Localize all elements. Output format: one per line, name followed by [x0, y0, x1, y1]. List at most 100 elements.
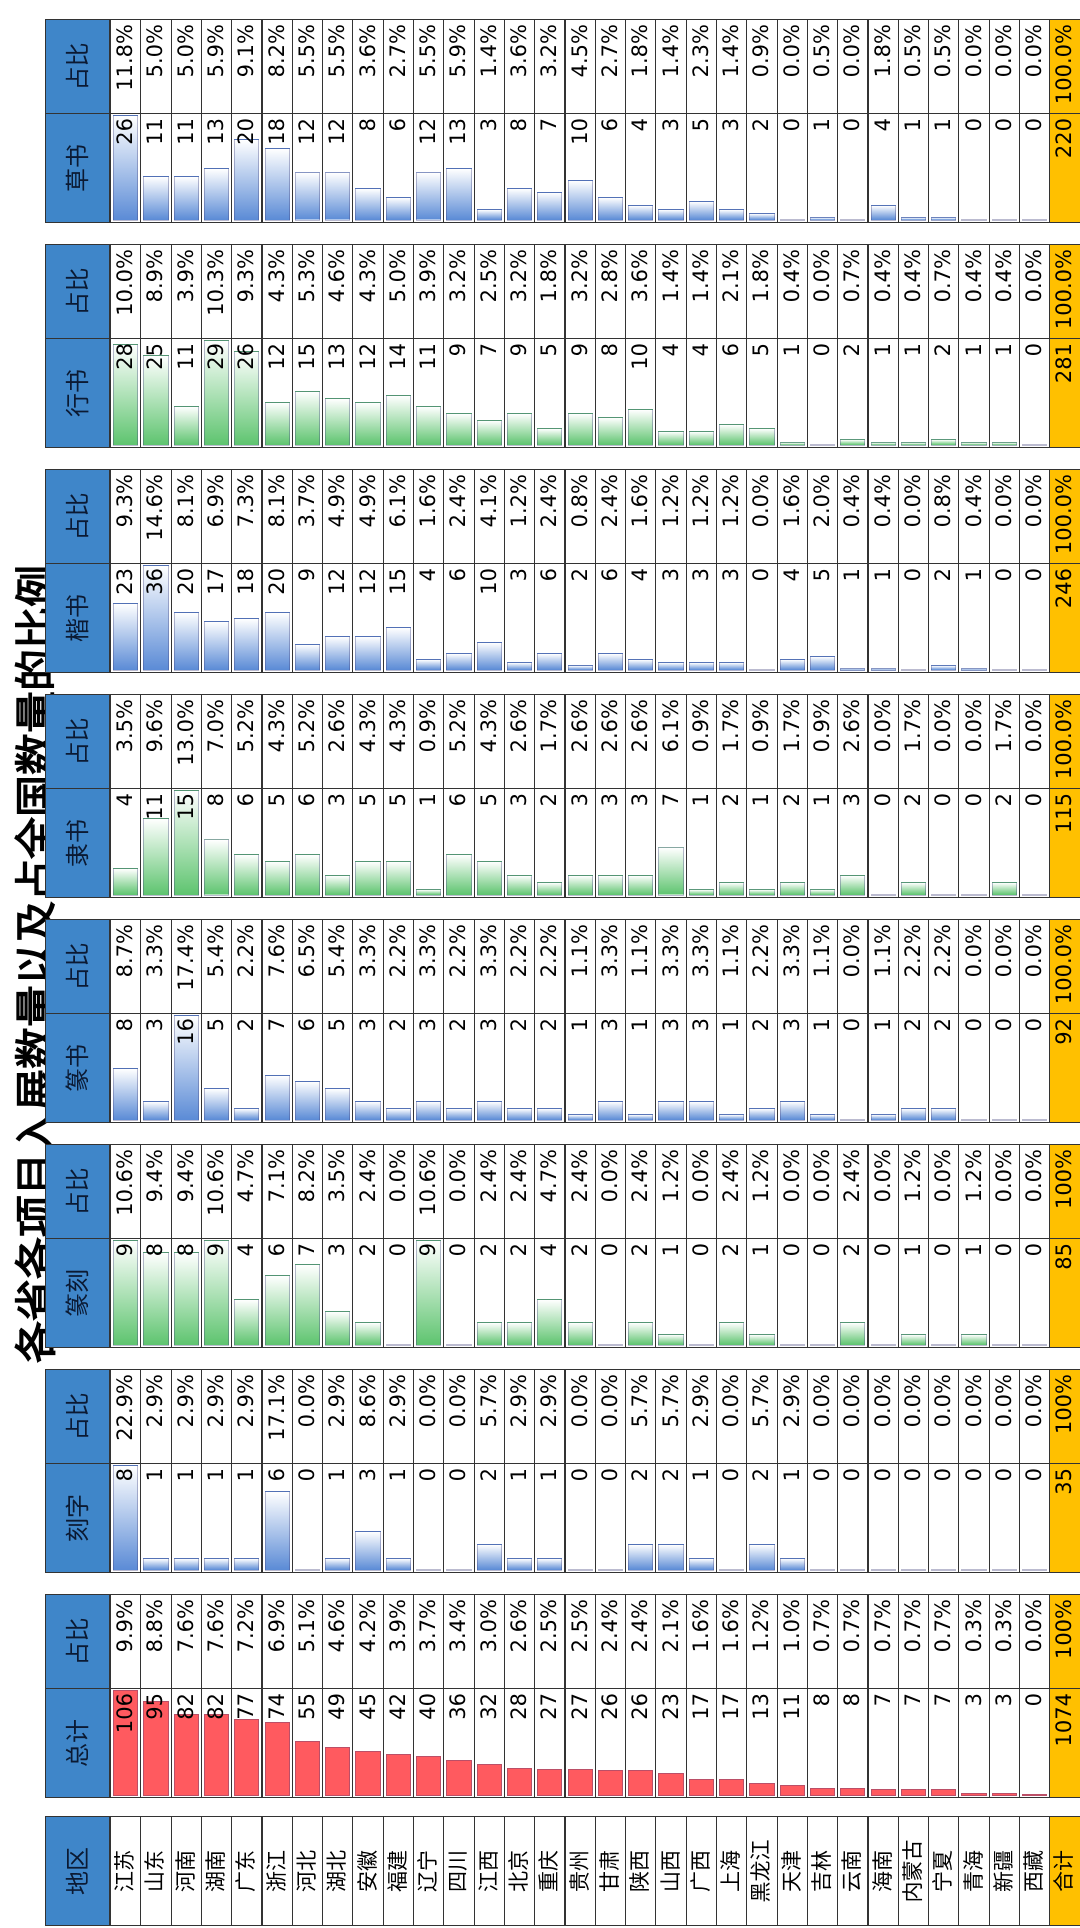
data-bar — [991, 1344, 1017, 1346]
count-cell: 0 — [564, 1463, 596, 1573]
share-value: 5.3% — [291, 244, 324, 339]
count-value: 11 — [416, 343, 441, 370]
count-cell: 0 — [443, 1238, 475, 1348]
share-value: 10.3% — [200, 244, 233, 339]
data-bar — [446, 653, 472, 671]
count-value: 8 — [840, 1693, 865, 1707]
total-value: 115 — [1049, 788, 1080, 898]
count-value: 4 — [416, 568, 441, 582]
count-cell: 1 — [322, 1463, 354, 1573]
count-value: 5 — [355, 793, 380, 807]
share-value: 8.2% — [291, 1144, 324, 1239]
share-value: 1.2% — [746, 1594, 778, 1689]
count-cell: 7 — [928, 1688, 960, 1798]
count-cell: 1 — [867, 338, 899, 448]
share-value: 2.4% — [716, 1144, 748, 1239]
share-value: 0.0% — [867, 1144, 899, 1239]
count-cell: 49 — [322, 1688, 354, 1798]
region-name: 青海 — [958, 1816, 990, 1926]
count-value: 0 — [840, 1468, 865, 1482]
share-value: 1.7% — [897, 694, 930, 789]
count-value: 2 — [234, 1018, 259, 1032]
count-cell: 0 — [1019, 563, 1051, 673]
share-value: 0.0% — [867, 694, 899, 789]
count-value: 27 — [567, 1693, 592, 1720]
data-bar — [1022, 1569, 1048, 1571]
data-bar — [719, 208, 745, 221]
count-value: 1 — [779, 1468, 804, 1482]
count-cell: 4 — [413, 563, 445, 673]
share-value: 2.9% — [170, 1369, 202, 1464]
data-bar — [264, 612, 290, 671]
count-cell: 5 — [261, 788, 293, 898]
count-value: 82 — [173, 1693, 198, 1720]
count-cell: 18 — [231, 563, 263, 673]
data-bar — [537, 1557, 563, 1571]
count-cell: 2 — [473, 1463, 505, 1573]
share-value: 0.7% — [897, 1594, 930, 1689]
count-cell: 6 — [231, 788, 263, 898]
share-value: 0.0% — [1019, 919, 1051, 1014]
count-cell: 0 — [1019, 113, 1051, 223]
count-cell: 1 — [837, 563, 869, 673]
share-value: 2.4% — [473, 1144, 505, 1239]
count-value: 3 — [567, 793, 592, 807]
count-cell: 6 — [261, 1463, 293, 1573]
share-value: 2.2% — [897, 919, 930, 1014]
count-cell: 6 — [291, 788, 324, 898]
count-value: 55 — [294, 1693, 319, 1720]
share-value: 2.8% — [594, 244, 627, 339]
share-value: 2.3% — [685, 19, 717, 114]
data-bar — [537, 1769, 563, 1796]
data-bar — [506, 188, 533, 221]
count-cell: 0 — [746, 563, 778, 673]
count-value: 12 — [355, 568, 380, 595]
share-value: 6.1% — [655, 694, 687, 789]
count-value: 1 — [961, 568, 986, 582]
share-value: 3.3% — [655, 919, 687, 1014]
share-value: 8.6% — [352, 1369, 384, 1464]
count-value: 9 — [446, 343, 471, 357]
count-value: 8 — [173, 1243, 198, 1257]
data-bar — [355, 1531, 381, 1571]
share-value: 2.6% — [564, 694, 596, 789]
count-cell: 4 — [231, 1238, 263, 1348]
count-cell: 0 — [958, 113, 990, 223]
count-cell: 29 — [200, 338, 233, 448]
share-value: 0.0% — [928, 694, 960, 789]
share-value: 0.0% — [897, 469, 930, 564]
region-name: 内蒙古 — [897, 1816, 930, 1926]
count-value: 3 — [597, 1018, 622, 1032]
count-cell: 4 — [625, 113, 657, 223]
data-bar — [416, 405, 442, 446]
count-value: 3 — [779, 1018, 804, 1032]
share-value: 5.2% — [443, 694, 475, 789]
share-value: 7.1% — [261, 1144, 293, 1239]
data-bar — [143, 818, 169, 896]
data-bar — [173, 1557, 199, 1571]
count-cell: 12 — [261, 338, 293, 448]
data-bar — [446, 168, 472, 221]
count-value: 13 — [749, 1693, 774, 1720]
count-cell: 0 — [806, 338, 839, 448]
data-bar — [749, 427, 775, 446]
data-bar — [688, 662, 714, 671]
region-name: 湖南 — [200, 1816, 233, 1926]
count-cell: 0 — [988, 113, 1020, 223]
count-cell: 3 — [140, 1013, 172, 1123]
count-cell: 12 — [352, 338, 384, 448]
count-cell: 15 — [170, 788, 202, 898]
share-value: 2.2% — [928, 919, 960, 1014]
share-value: 2.6% — [503, 694, 536, 789]
count-value: 77 — [234, 1693, 259, 1720]
share-value: 2.4% — [443, 469, 475, 564]
count-value: 4 — [537, 1243, 562, 1257]
count-value: 1 — [931, 118, 956, 132]
count-cell: 0 — [988, 563, 1020, 673]
count-value: 2 — [779, 793, 804, 807]
count-cell: 0 — [988, 1238, 1020, 1348]
group-header: 篆刻 — [45, 1238, 110, 1348]
share-value: 3.2% — [503, 244, 536, 339]
count-value: 8 — [507, 118, 532, 132]
count-cell: 0 — [958, 1463, 990, 1573]
